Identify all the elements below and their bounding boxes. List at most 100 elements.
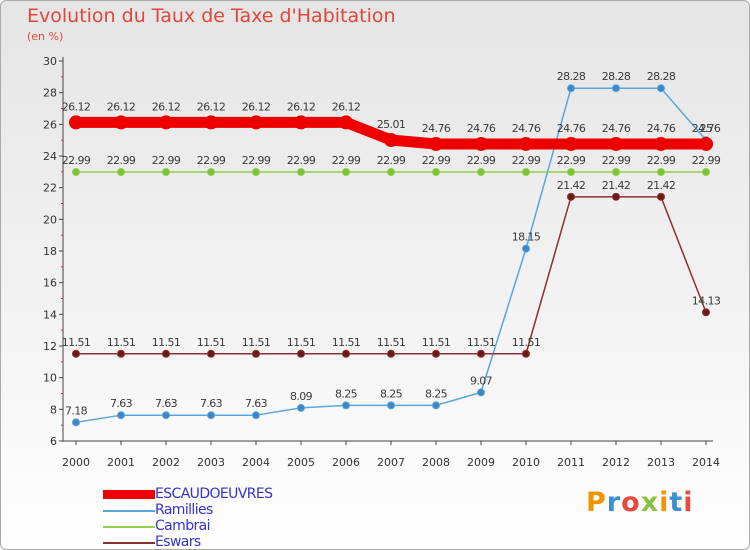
data-point (207, 411, 215, 420)
data-label: 21.42 (602, 179, 631, 192)
data-point (207, 349, 215, 358)
data-point (432, 401, 440, 410)
x-tick-label: 2005 (287, 456, 315, 469)
data-point (252, 411, 260, 420)
data-point (612, 192, 620, 201)
data-label: 11.51 (377, 336, 406, 349)
data-point (204, 115, 218, 130)
data-point (567, 167, 575, 176)
data-point (162, 167, 170, 176)
data-point (252, 167, 260, 176)
data-point (114, 115, 128, 130)
data-point (249, 115, 263, 130)
data-label: 26.12 (107, 100, 136, 113)
data-label: 25 (700, 122, 713, 135)
data-point (477, 349, 485, 358)
data-label: 7.63 (110, 397, 133, 410)
logo-letter: x (640, 487, 660, 518)
y-tick-label: 30 (43, 55, 57, 68)
logo-letter: t (669, 487, 684, 518)
data-point (387, 167, 395, 176)
data-point (342, 349, 350, 358)
logo-letter: i (659, 487, 670, 518)
legend-label: ESCAUDOEUVRES (155, 486, 273, 502)
y-tick-label: 18 (43, 245, 57, 258)
data-point (609, 136, 623, 151)
data-label: 24.76 (512, 122, 541, 135)
data-point (117, 411, 125, 420)
data-label: 11.51 (107, 336, 136, 349)
x-tick-label: 2012 (602, 456, 630, 469)
data-point (117, 167, 125, 176)
data-label: 22.99 (152, 154, 181, 167)
data-label: 26.12 (242, 100, 271, 113)
x-tick-label: 2001 (107, 456, 135, 469)
data-point (162, 411, 170, 420)
y-tick-label: 28 (43, 87, 57, 100)
data-label: 21.42 (647, 179, 676, 192)
data-point (564, 136, 578, 151)
data-point (432, 349, 440, 358)
legend-swatch (103, 490, 155, 499)
data-label: 26.12 (197, 100, 226, 113)
data-label: 11.51 (512, 336, 541, 349)
data-point (342, 167, 350, 176)
y-tick-label: 10 (43, 372, 57, 385)
data-label: 18.15 (512, 231, 541, 244)
data-label: 22.99 (692, 154, 721, 167)
data-point (522, 167, 530, 176)
data-label: 25.01 (377, 118, 406, 131)
legend-label: Cambrai (155, 518, 211, 534)
data-point (159, 115, 173, 130)
data-label: 28.28 (602, 70, 631, 83)
chart-unit: (en %) (27, 30, 64, 43)
data-point (567, 192, 575, 201)
data-label: 24.76 (467, 122, 496, 135)
data-label: 22.99 (422, 154, 451, 167)
x-tick-label: 2007 (377, 456, 405, 469)
data-label: 28.28 (557, 70, 586, 83)
x-tick-label: 2008 (422, 456, 450, 469)
data-label: 22.99 (107, 154, 136, 167)
data-label: 26.12 (152, 100, 181, 113)
data-point (654, 136, 668, 151)
x-tick-label: 2011 (557, 456, 585, 469)
data-point (702, 167, 710, 176)
y-tick-label: 20 (43, 213, 57, 226)
data-point (117, 349, 125, 358)
data-point (294, 115, 308, 130)
data-point (384, 133, 398, 148)
x-tick-label: 2000 (62, 456, 90, 469)
data-label: 22.99 (602, 154, 631, 167)
data-label: 22.99 (62, 154, 91, 167)
data-label: 8.25 (380, 387, 403, 400)
data-point (522, 244, 530, 253)
legend-label: Eswars (155, 534, 201, 550)
data-label: 8.25 (425, 387, 448, 400)
data-point (72, 167, 80, 176)
data-label: 24.76 (692, 122, 721, 135)
data-label: 11.51 (62, 336, 91, 349)
data-point (522, 349, 530, 358)
y-tick-label: 24 (43, 150, 57, 163)
data-label: 8.09 (290, 390, 313, 403)
data-point (297, 403, 305, 412)
data-point (657, 84, 665, 93)
data-point (657, 192, 665, 201)
data-point (297, 349, 305, 358)
data-label: 22.99 (197, 154, 226, 167)
data-label: 11.51 (332, 336, 361, 349)
y-tick-label: 26 (43, 118, 57, 131)
data-label: 28.28 (647, 70, 676, 83)
data-label: 24.76 (557, 122, 586, 135)
logo-letter: r (606, 487, 622, 518)
data-label: 11.51 (197, 336, 226, 349)
data-point (339, 115, 353, 130)
proxiti-logo: Proxiti (586, 487, 694, 518)
data-label: 24.76 (647, 122, 676, 135)
data-label: 7.63 (155, 397, 178, 410)
data-label: 24.76 (602, 122, 631, 135)
data-label: 22.99 (332, 154, 361, 167)
